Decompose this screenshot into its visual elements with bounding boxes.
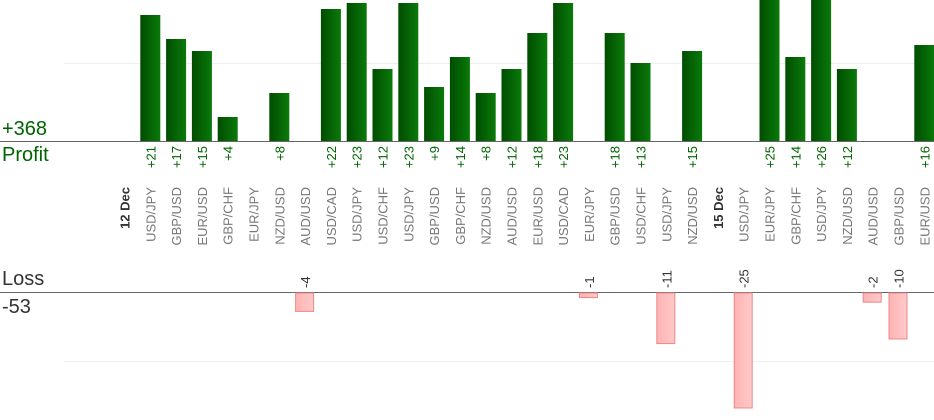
category-label: EUR/JPY: [247, 187, 262, 242]
loss-value-label: -25: [737, 269, 752, 288]
profit-value-label: +17: [169, 146, 184, 168]
category-label: USD/JPY: [814, 187, 829, 242]
profit-bar: [553, 3, 574, 141]
profit-bar: [346, 3, 367, 141]
loss-bar: [733, 292, 753, 409]
profit-value-label: +15: [685, 146, 700, 168]
loss-value-label: -4: [298, 276, 313, 288]
profit-bar: [140, 15, 161, 141]
profit-bar: [398, 3, 419, 141]
profit-value-label: +25: [763, 146, 778, 168]
profit-value-label: +8: [479, 146, 494, 161]
profit-bar: [811, 0, 832, 141]
profit-bar: [372, 69, 393, 141]
category-label: USD/JPY: [737, 187, 752, 242]
category-label: USD/CAD: [324, 187, 339, 246]
profit-value-label: +18: [608, 146, 623, 168]
profit-value-label: +22: [324, 146, 339, 168]
category-label: GBP/CHF: [453, 187, 468, 245]
profit-bar: [475, 93, 496, 141]
profit-value-label: +26: [814, 146, 829, 168]
profit-bar: [630, 63, 651, 141]
category-label: GBP/USD: [608, 187, 623, 246]
category-label: AUD/USD: [505, 187, 520, 246]
profit-bar: [785, 57, 806, 141]
profit-bar: [449, 57, 470, 141]
profit-bar: [166, 39, 187, 141]
category-label: GBP/USD: [169, 187, 184, 246]
profit-bar: [604, 33, 625, 141]
category-label: NZD/USD: [685, 187, 700, 245]
category-label: USD/CHF: [376, 187, 391, 245]
loss-value-label: -1: [582, 276, 597, 288]
profit-bar: [501, 69, 522, 141]
profit-value-label: +23: [350, 146, 365, 168]
profit-bar: [836, 69, 857, 141]
loss-bar: [656, 292, 676, 345]
loss-bar: [888, 292, 908, 340]
loss-bar: [578, 292, 598, 299]
loss-bar: [862, 292, 882, 303]
profit-value-label: +12: [840, 146, 855, 168]
profit-value-label: +4: [221, 146, 236, 161]
profit-value-label: +21: [143, 146, 158, 168]
category-label: USD/CHF: [634, 187, 649, 245]
category-label: USD/JPY: [143, 187, 158, 242]
category-label: USD/JPY: [659, 187, 674, 242]
profit-value-label: +8: [272, 146, 287, 161]
category-label: AUD/USD: [866, 187, 881, 246]
category-label: EUR/JPY: [582, 187, 597, 242]
profit-value-label: +16: [917, 146, 932, 168]
profit-value-label: +12: [505, 146, 520, 168]
profit-bar: [424, 87, 445, 141]
category-label: NZD/USD: [840, 187, 855, 245]
profit-value-label: +9: [427, 146, 442, 161]
category-label: USD/JPY: [401, 187, 416, 242]
total-profit: +368: [2, 118, 48, 140]
profit-bar: [320, 9, 341, 141]
category-label: NZD/USD: [272, 187, 287, 245]
profit-bar: [191, 51, 212, 141]
category-label: USD/JPY: [350, 187, 365, 242]
profit-bar: [914, 45, 934, 141]
profit-bar: [269, 93, 290, 141]
loss-bar: [295, 292, 315, 312]
profit-value-label: +18: [530, 146, 545, 168]
date-label: 12 Dec: [118, 187, 133, 229]
bars-layer: [140, 0, 934, 409]
category-label: GBP/CHF: [788, 187, 803, 245]
category-label: GBP/USD: [427, 187, 442, 246]
profit-value-label: +14: [453, 146, 468, 168]
date-label: 15 Dec: [711, 187, 726, 229]
category-label: USD/CAD: [556, 187, 571, 246]
category-label: EUR/JPY: [763, 187, 778, 242]
category-label: AUD/USD: [298, 187, 313, 246]
profit-value-label: +13: [634, 146, 649, 168]
total-loss: -53: [2, 296, 31, 318]
category-label: EUR/USD: [530, 187, 545, 246]
profit-value-label: +15: [195, 146, 210, 168]
category-label: NZD/USD: [479, 187, 494, 245]
profit-label: Profit: [2, 144, 49, 166]
profit-value-label: +12: [376, 146, 391, 168]
loss-value-label: -10: [892, 269, 907, 288]
labels-layer: 12 Dec USD/JPY +21 GBP/USD +17 EUR/USD +15 GBP/…: [118, 146, 933, 288]
profit-value-label: +14: [788, 146, 803, 168]
category-label: EUR/USD: [195, 187, 210, 246]
profit-value-label: +23: [556, 146, 571, 168]
loss-value-label: -11: [659, 270, 674, 288]
loss-value-label: -2: [866, 276, 881, 288]
category-label: EUR/USD: [917, 187, 932, 246]
category-label: GBP/USD: [892, 187, 907, 246]
loss-label: Loss: [2, 268, 45, 290]
profit-bar: [682, 51, 703, 141]
category-label: GBP/CHF: [221, 187, 236, 245]
profit-bar: [759, 0, 780, 141]
profit-bar: [217, 117, 238, 141]
profit-value-label: +23: [401, 146, 416, 168]
profit-bar: [527, 33, 548, 141]
